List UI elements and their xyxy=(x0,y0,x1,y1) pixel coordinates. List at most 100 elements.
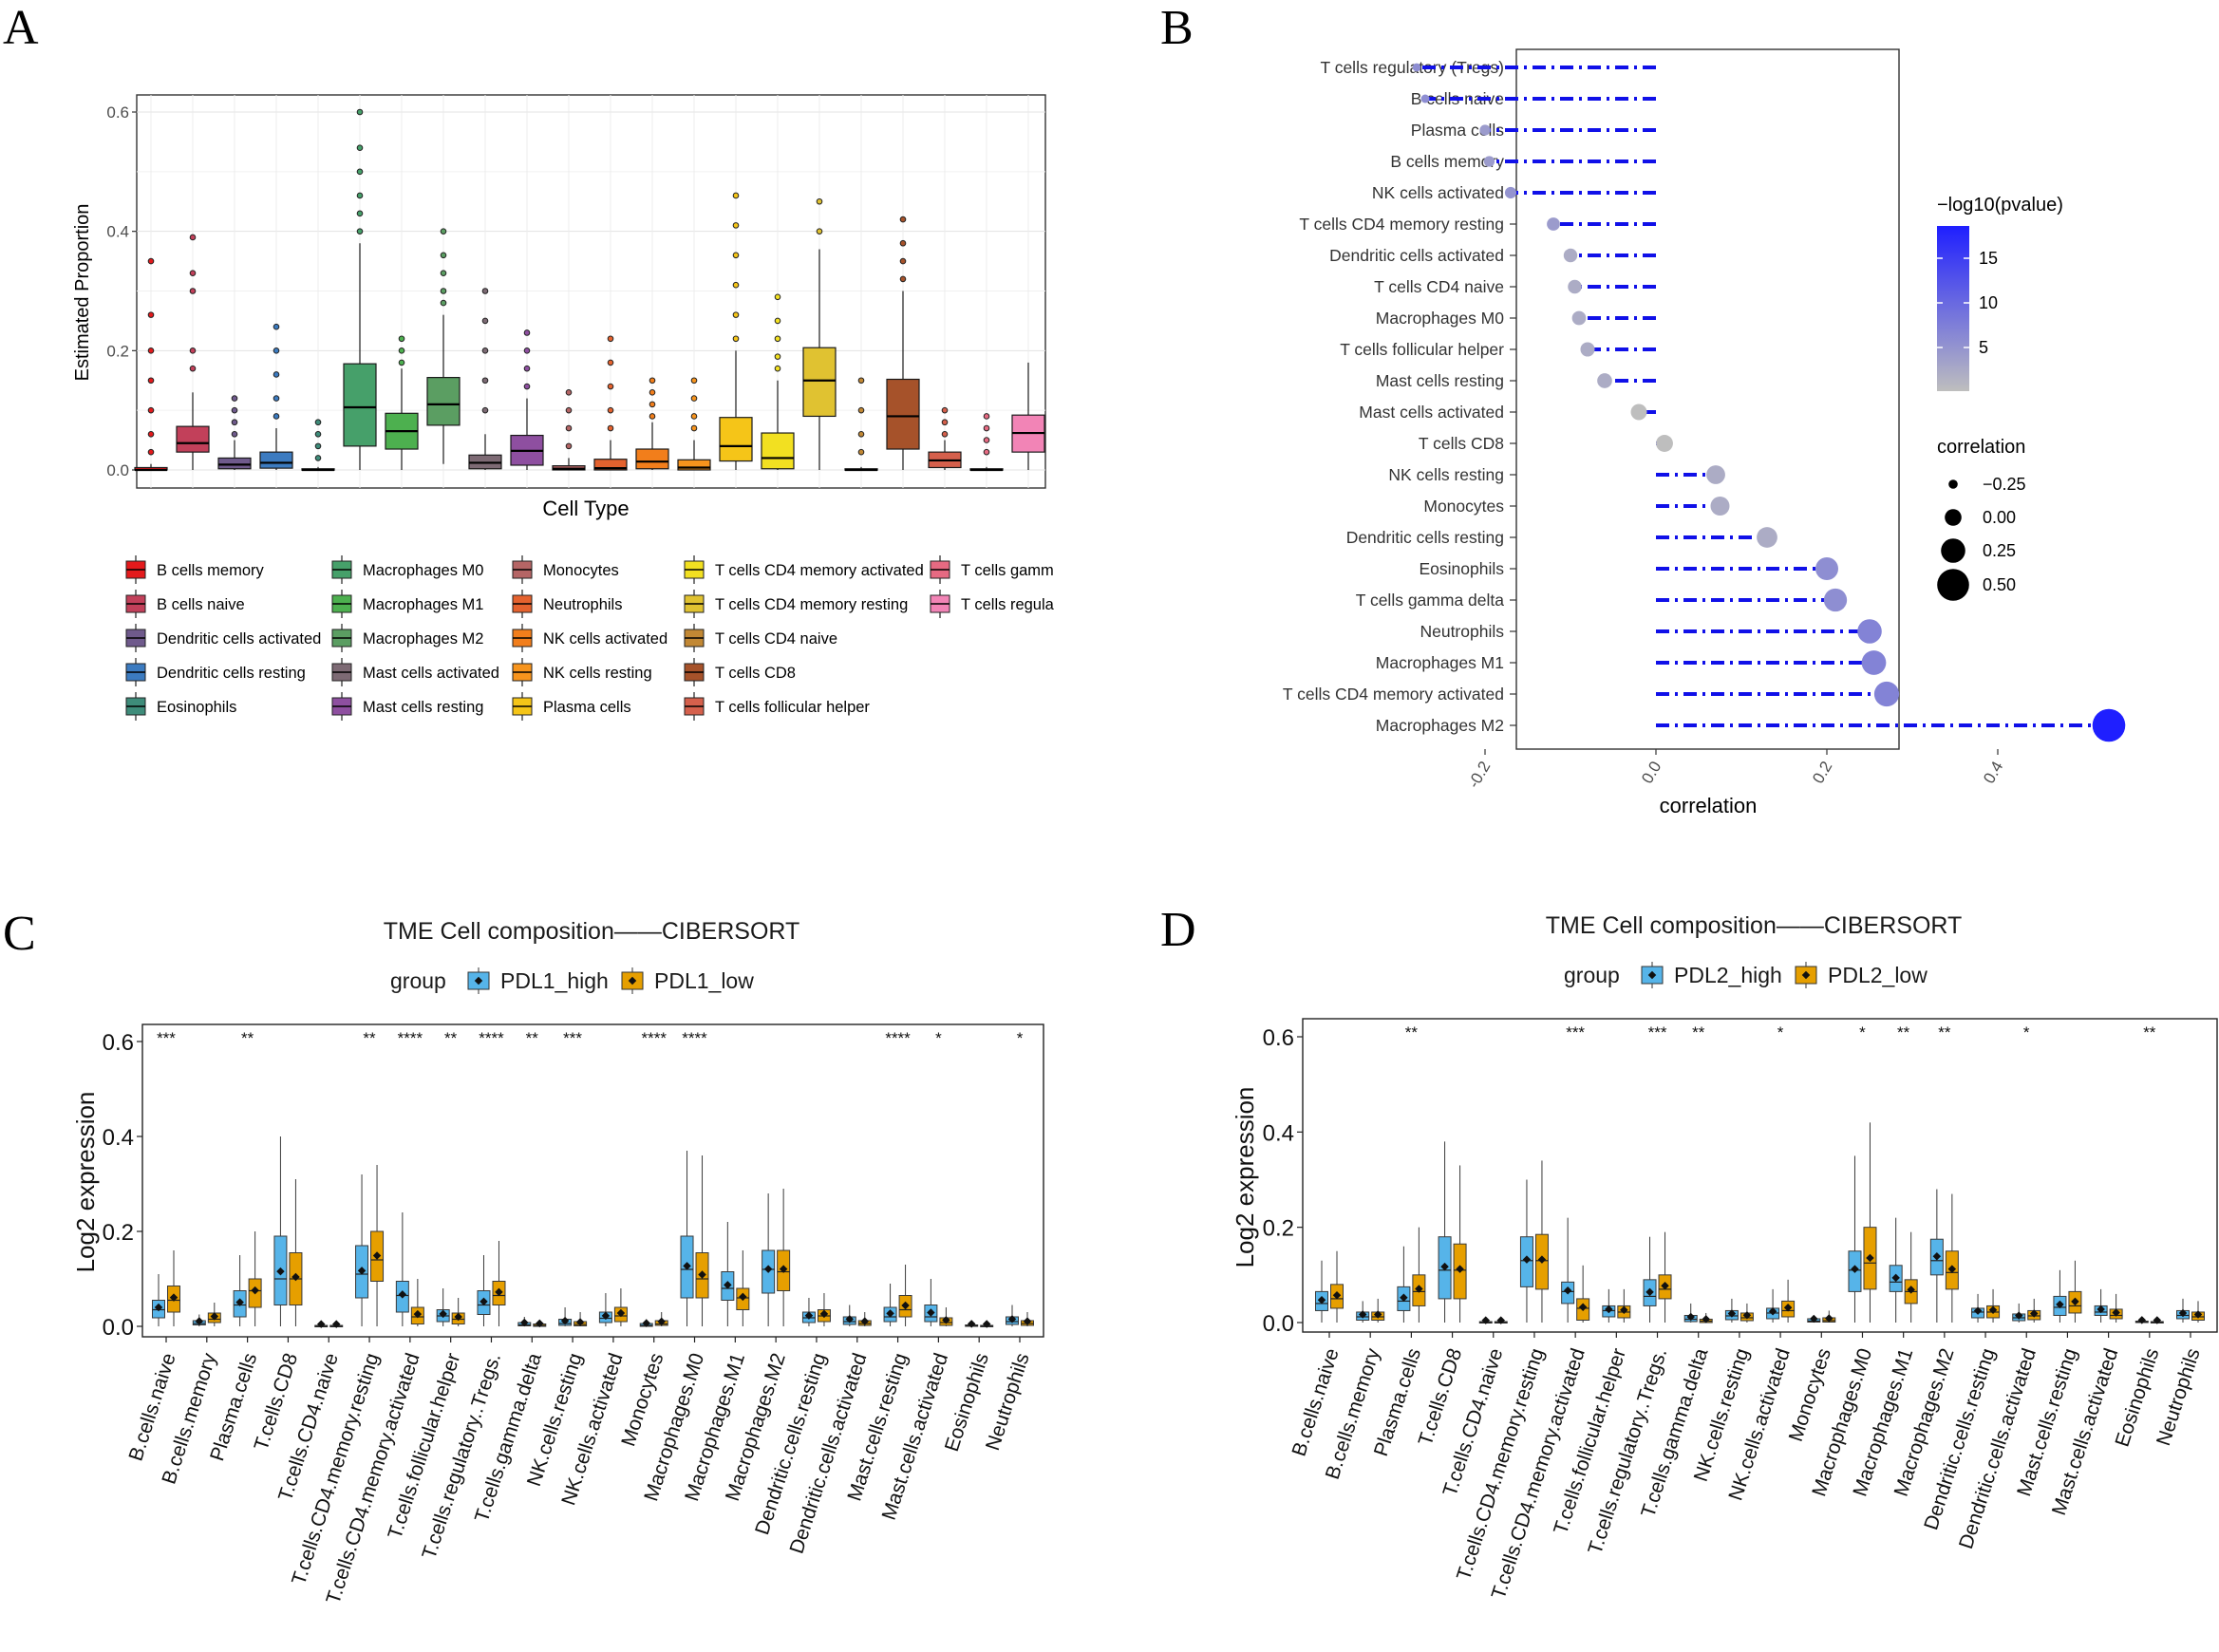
panel-label-a: A xyxy=(3,1,39,55)
outlier-point xyxy=(189,270,197,276)
category-neutrophils xyxy=(2176,1298,2205,1323)
outlier-point xyxy=(732,252,740,259)
row-label: Mast cells resting xyxy=(1376,371,1504,390)
outlier-point xyxy=(899,216,907,223)
legend-label: PDL1_low xyxy=(654,968,754,993)
box-macrophages-m0 xyxy=(343,108,377,470)
legend-label: Dendritic cells activated xyxy=(157,630,321,648)
box-t-cells-gamma-delta xyxy=(969,413,1004,472)
panel-b-x-axis-label: correlation xyxy=(1660,794,1758,817)
panel-a-y-ticks: 0.0 0.2 0.4 0.6 xyxy=(106,103,137,479)
category-t-cells-cd4-memory-resting xyxy=(355,1165,385,1326)
row-mast-cells-activated: Mast cells activated xyxy=(1359,403,1656,422)
outlier-point xyxy=(231,395,238,402)
outlier-point xyxy=(523,365,531,372)
outlier-point xyxy=(147,431,155,438)
lollipop-dot xyxy=(1710,497,1730,516)
legend-item: NK cells resting xyxy=(512,658,652,686)
lollipop-dot xyxy=(1563,248,1578,263)
panel-a-legend: B cells memory B cells naive Dendritic cel… xyxy=(125,555,1055,721)
mean-marker xyxy=(967,1320,976,1328)
mean-marker xyxy=(372,1251,382,1260)
category-macrophages-m0 xyxy=(1848,1122,1877,1323)
significance-mark: **** xyxy=(885,1029,911,1047)
row-t-cells-cd4-memory-activated: T cells CD4 memory activated xyxy=(1283,681,1900,707)
lollipop-dot xyxy=(1873,681,1900,707)
y-tick-label: 0.2 xyxy=(106,342,129,360)
outlier-point xyxy=(231,419,238,426)
legend-item: PDL1_low xyxy=(621,967,754,994)
mean-marker xyxy=(1645,1287,1654,1297)
legend-label: Monocytes xyxy=(543,562,619,579)
significance-mark: **** xyxy=(641,1029,667,1047)
category-dendritic-cells-activated xyxy=(842,1305,872,1326)
panel-d-title: TME Cell composition——CIBERSORT xyxy=(1546,912,1963,939)
panel-a-y-axis-label: Estimated Proportion xyxy=(72,204,93,382)
lollipop-dot xyxy=(1706,465,1725,484)
row-macrophages-m2: Macrophages M2 xyxy=(1376,708,2126,742)
row-macrophages-m0: Macrophages M0 xyxy=(1376,309,1656,328)
category-plasma-cells xyxy=(233,1231,262,1326)
box-eosinophils xyxy=(301,419,335,472)
mean-marker xyxy=(1481,1316,1491,1324)
box-dendritic-cells-activated xyxy=(217,395,252,470)
category-dendritic-cells-resting xyxy=(1971,1288,2001,1323)
lollipop-dot xyxy=(1483,156,1495,167)
outlier-point xyxy=(732,311,740,318)
category-t-cells-cd4-memory-activated xyxy=(1561,1217,1590,1323)
category-b-cells-naive xyxy=(1315,1250,1344,1323)
mean-marker xyxy=(1400,1293,1408,1302)
legend-label: T cells CD4 memory resting xyxy=(715,596,908,613)
mean-marker xyxy=(942,1316,950,1324)
size-legend-label: −0.25 xyxy=(1983,475,2026,494)
mean-marker xyxy=(1866,1253,1874,1263)
mean-marker xyxy=(560,1316,570,1325)
category-macrophages-m2 xyxy=(762,1189,791,1326)
mean-marker xyxy=(804,1311,814,1320)
mean-marker xyxy=(1415,1285,1423,1293)
outlier-point xyxy=(523,347,531,354)
mean-marker xyxy=(901,1301,910,1310)
lollipop-dot xyxy=(1861,650,1887,675)
outlier-point xyxy=(565,442,573,450)
outlier-point xyxy=(273,413,280,420)
lollipop-dot xyxy=(2092,708,2126,742)
panel-b-color-tick: 10 xyxy=(1979,293,1998,312)
mean-marker xyxy=(575,1318,585,1326)
box-body xyxy=(426,377,461,426)
category-mast-cells-resting xyxy=(2053,1260,2082,1323)
legend-label: T cells follicular helper xyxy=(715,699,870,716)
legend-item: T cells CD4 memory resting xyxy=(684,590,908,618)
row-label: T cells CD4 naive xyxy=(1374,277,1504,296)
outlier-point xyxy=(147,311,155,318)
legend-label: T cells CD4 naive xyxy=(715,630,837,648)
mean-marker xyxy=(495,1287,503,1297)
lollipop-dot xyxy=(1857,619,1882,644)
outlier-point xyxy=(649,401,656,408)
box-monocytes xyxy=(552,389,586,471)
mean-marker xyxy=(763,1265,773,1273)
outlier-point xyxy=(607,383,614,390)
outlier-point xyxy=(690,413,698,420)
legend-item: Macrophages M1 xyxy=(331,590,483,618)
panel-d-significance: ** *** *** ** * * ** ** * ** xyxy=(1405,1023,2156,1042)
outlier-point xyxy=(314,442,322,450)
category-t-cells-follicular-helper xyxy=(1602,1288,1631,1323)
significance-mark: ** xyxy=(1405,1023,1419,1042)
mean-marker xyxy=(886,1309,894,1318)
mean-marker xyxy=(1496,1316,1506,1324)
outlier-point xyxy=(523,329,531,336)
category-neutrophils xyxy=(1006,1305,1034,1326)
row-nk-cells-resting: NK cells resting xyxy=(1388,465,1725,484)
x-tick-label: 0.0 xyxy=(1638,759,1664,787)
significance-mark: ** xyxy=(1938,1023,1951,1042)
legend-item: Macrophages M2 xyxy=(331,624,483,652)
panel-d-group-legend: group PDL2_high PDL2_low xyxy=(1564,962,1928,988)
outlier-point xyxy=(440,228,447,235)
mean-marker xyxy=(1810,1314,1818,1323)
significance-mark: ** xyxy=(444,1029,458,1047)
lollipop-dot xyxy=(1823,588,1848,612)
outlier-point xyxy=(356,168,364,176)
mean-marker xyxy=(1973,1306,1983,1315)
outlier-point xyxy=(189,288,197,294)
